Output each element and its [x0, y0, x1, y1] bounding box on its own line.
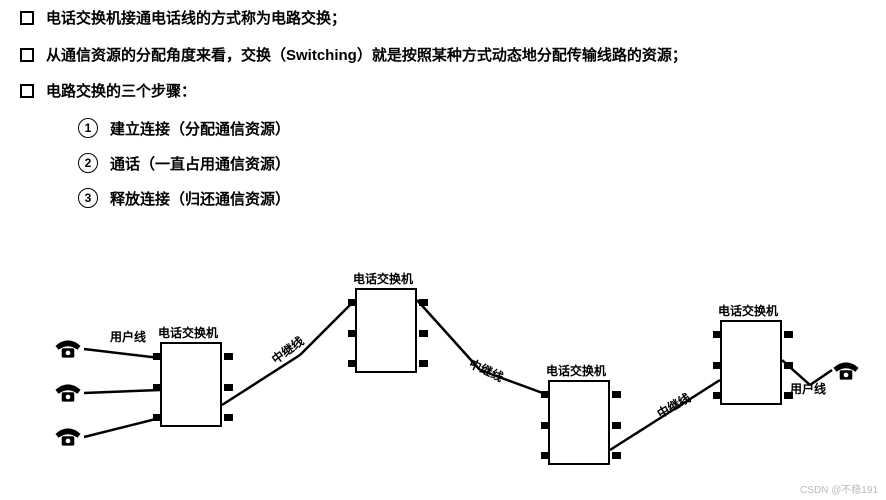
- step-row: 2 通话（一直占用通信资源）: [78, 153, 866, 174]
- port-icon: [153, 384, 162, 391]
- port-icon: [153, 353, 162, 360]
- steps-list: 1 建立连接（分配通信资源） 2 通话（一直占用通信资源） 3 释放连接（归还通…: [20, 118, 866, 209]
- bullet-row: 电路交换的三个步骤：: [20, 81, 866, 104]
- switch-box: [548, 380, 610, 465]
- watermark: CSDN @不稳191: [800, 481, 878, 496]
- switch-label: 电话交换机: [718, 302, 778, 319]
- step-row: 3 释放连接（归还通信资源）: [78, 188, 866, 209]
- port-icon: [153, 414, 162, 421]
- bullet-text: 电话交换机接通电话线的方式称为电路交换；: [46, 8, 346, 31]
- bullet-box-icon: [20, 11, 34, 25]
- port-icon: [713, 362, 722, 369]
- switch-box: [720, 320, 782, 405]
- port-icon: [784, 331, 793, 338]
- port-icon: [541, 452, 550, 459]
- port-icon: [348, 360, 357, 367]
- port-icon: [541, 422, 550, 429]
- step-text: 释放连接（归还通信资源）: [110, 188, 290, 209]
- switch-box: [160, 342, 222, 427]
- phone-icon: [830, 360, 862, 382]
- port-icon: [419, 360, 428, 367]
- switch-label: 电话交换机: [546, 362, 606, 379]
- port-icon: [419, 299, 428, 306]
- port-icon: [541, 391, 550, 398]
- bullet-text: 电路交换的三个步骤：: [46, 81, 196, 104]
- bullet-box-icon: [20, 48, 34, 62]
- port-icon: [612, 452, 621, 459]
- port-icon: [224, 384, 233, 391]
- phone-icon: [52, 338, 84, 360]
- step-number-icon: 3: [78, 188, 98, 208]
- port-icon: [713, 392, 722, 399]
- port-icon: [612, 391, 621, 398]
- port-icon: [713, 331, 722, 338]
- switch-label: 电话交换机: [353, 270, 413, 287]
- port-icon: [612, 422, 621, 429]
- step-row: 1 建立连接（分配通信资源）: [78, 118, 866, 139]
- step-number-icon: 1: [78, 118, 98, 138]
- step-text: 通话（一直占用通信资源）: [110, 153, 290, 174]
- bullet-row: 电话交换机接通电话线的方式称为电路交换；: [20, 8, 866, 31]
- bullet-box-icon: [20, 84, 34, 98]
- port-icon: [224, 353, 233, 360]
- bullet-list: 电话交换机接通电话线的方式称为电路交换； 从通信资源的分配角度来看，交换（Swi…: [0, 0, 886, 209]
- phone-icon: [52, 382, 84, 404]
- step-number-icon: 2: [78, 153, 98, 173]
- port-icon: [419, 330, 428, 337]
- bullet-text: 从通信资源的分配角度来看，交换（Switching）就是按照某种方式动态地分配传…: [46, 45, 687, 68]
- switch-label: 电话交换机: [158, 324, 218, 341]
- port-icon: [348, 330, 357, 337]
- port-icon: [348, 299, 357, 306]
- port-icon: [784, 362, 793, 369]
- user-line-label: 用户线: [790, 380, 826, 397]
- network-diagram: 电话交换机电话交换机电话交换机电话交换机用户线用户线中继线中继线中继线: [0, 250, 886, 500]
- user-line-label: 用户线: [110, 328, 146, 345]
- step-text: 建立连接（分配通信资源）: [110, 118, 290, 139]
- phone-icon: [52, 426, 84, 448]
- port-icon: [224, 414, 233, 421]
- bullet-row: 从通信资源的分配角度来看，交换（Switching）就是按照某种方式动态地分配传…: [20, 45, 866, 68]
- switch-box: [355, 288, 417, 373]
